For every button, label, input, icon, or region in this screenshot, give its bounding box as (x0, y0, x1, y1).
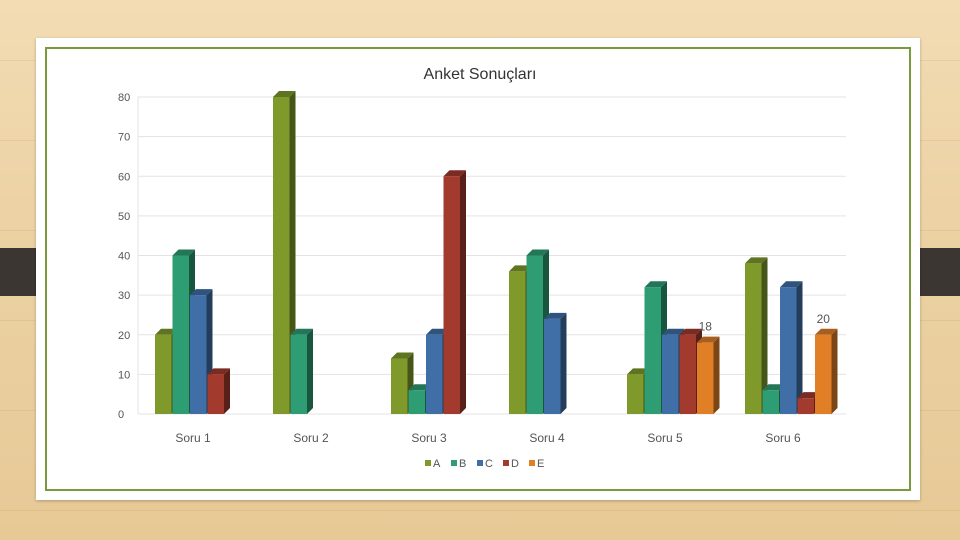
bar-top (815, 328, 838, 335)
legend-label: D (511, 458, 519, 470)
y-tick-label: 80 (118, 92, 130, 104)
y-tick-label: 20 (118, 330, 130, 342)
y-tick-label: 50 (118, 211, 130, 223)
bar (273, 97, 290, 414)
bar (662, 334, 679, 414)
bar (426, 334, 443, 414)
legend-label: A (433, 458, 441, 470)
legend-label: E (537, 458, 544, 470)
data-label: 18 (699, 320, 713, 334)
x-tick-label: Soru 2 (293, 431, 329, 445)
bar-side (796, 281, 803, 414)
legend-swatch (477, 460, 483, 466)
bar-side (761, 257, 768, 414)
bar-side (224, 368, 230, 414)
bar-top (697, 336, 720, 343)
bar-top (780, 281, 803, 288)
bar-side (560, 312, 567, 414)
bar (745, 263, 762, 414)
bar-top (408, 384, 431, 391)
bar (290, 334, 307, 414)
bar-top (544, 312, 567, 319)
bar (762, 390, 779, 414)
x-tick-label: Soru 1 (175, 431, 211, 445)
bar-top (273, 91, 296, 97)
x-tick-label: Soru 4 (529, 431, 565, 445)
bar-top (679, 328, 702, 335)
bar-side (307, 328, 313, 414)
y-tick-label: 70 (118, 132, 130, 144)
legend-label: C (485, 458, 493, 470)
bar-top (797, 392, 820, 399)
x-tick-label: Soru 6 (765, 431, 801, 445)
bar-top (290, 328, 313, 335)
bar-top (644, 281, 667, 288)
bar (815, 334, 832, 414)
bar (155, 334, 172, 414)
bar (697, 342, 714, 414)
y-tick-label: 40 (118, 251, 130, 263)
bar (207, 374, 224, 414)
bar-top (426, 328, 449, 335)
bar-side (713, 336, 720, 414)
bar-top (662, 328, 685, 335)
bar-top (762, 384, 785, 391)
bar (780, 287, 797, 414)
bar-top (155, 328, 178, 335)
legend-swatch (425, 460, 431, 466)
legend-label: B (459, 458, 466, 470)
x-tick-label: Soru 3 (411, 431, 447, 445)
bar (443, 176, 460, 414)
bar (526, 255, 543, 414)
legend-swatch (503, 460, 509, 466)
bar-top (745, 257, 768, 264)
bar-top (443, 170, 466, 177)
bar-side (460, 170, 466, 414)
legend-swatch (451, 460, 457, 466)
bar (190, 295, 207, 414)
x-tick-label: Soru 5 (647, 431, 683, 445)
bar (679, 334, 696, 414)
bar-top (207, 368, 230, 375)
bar-side (831, 328, 838, 414)
bar-top (391, 352, 414, 359)
y-tick-label: 10 (118, 369, 130, 381)
data-label: 20 (817, 312, 831, 326)
bar (509, 271, 526, 414)
bar-top (172, 249, 195, 256)
bar (627, 374, 644, 414)
chart-title: Anket Sonuçları (423, 66, 537, 83)
bar (408, 390, 425, 414)
bar (644, 287, 661, 414)
bar (391, 358, 408, 414)
bar (172, 255, 189, 414)
bar (797, 398, 814, 414)
bar-top (627, 368, 650, 375)
bar (544, 318, 561, 414)
bar-top (190, 289, 213, 296)
bar-top (526, 249, 549, 256)
slide-frame (45, 47, 911, 491)
y-tick-label: 0 (118, 409, 124, 421)
bar-top (509, 265, 532, 272)
legend-swatch (529, 460, 535, 466)
y-tick-label: 30 (118, 290, 130, 302)
y-tick-label: 60 (118, 171, 130, 183)
